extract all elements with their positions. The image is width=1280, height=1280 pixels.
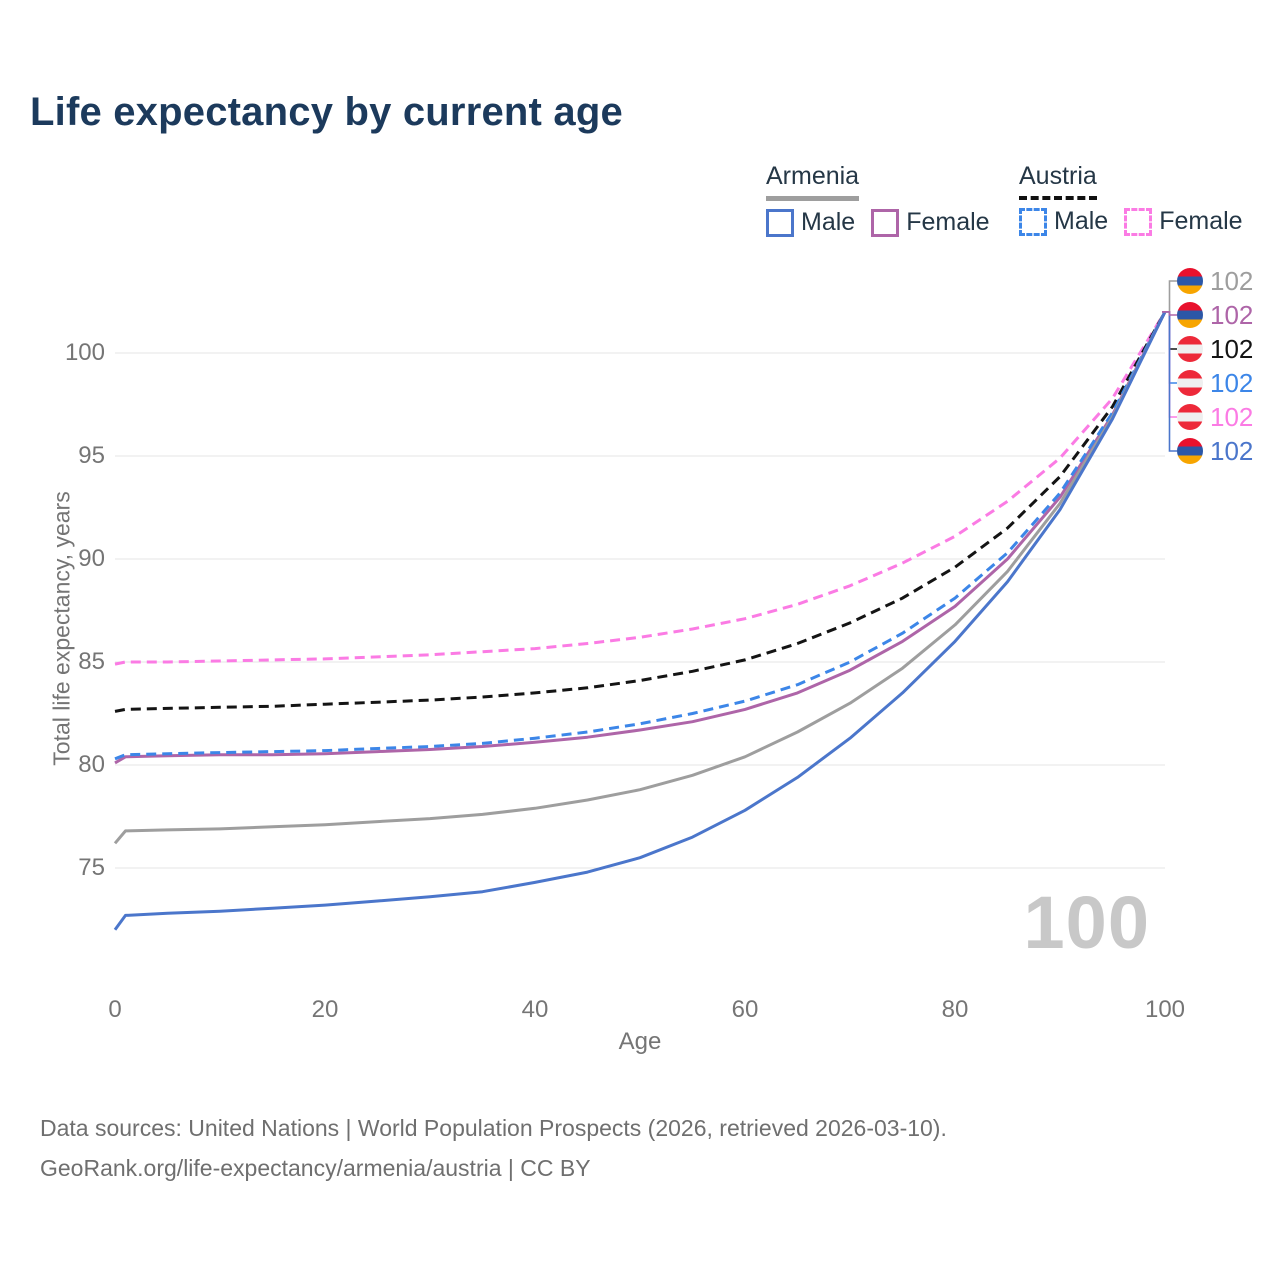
end-value: 102 <box>1210 368 1254 398</box>
legend-swatch-austria-female-icon <box>1124 207 1153 236</box>
end-value: 102 <box>1210 266 1254 296</box>
armenia-flag-icon <box>1177 438 1203 464</box>
armenia-flag-icon <box>1177 302 1203 328</box>
legend-label: Female <box>906 208 990 236</box>
end-value: 102 <box>1210 334 1254 364</box>
x-axis-title: Age <box>618 1028 662 1055</box>
footer-data-sources: Data sources: United Nations | World Pop… <box>40 1115 947 1141</box>
x-tick-100: 100 <box>1144 996 1186 1023</box>
y-tick-100: 100 <box>64 339 105 366</box>
legend-label: Male <box>1054 207 1109 235</box>
legend-group-armenia: Armenia Male Female <box>766 162 990 237</box>
legend-header-austria[interactable]: Austria <box>1019 162 1097 200</box>
end-label-armenia-both-sexes: 102 <box>1177 264 1253 298</box>
x-tick-80: 80 <box>941 996 969 1023</box>
end-value: 102 <box>1210 300 1254 330</box>
x-tick-60: 60 <box>731 996 759 1023</box>
legend-label: Female <box>1159 207 1243 235</box>
legend-swatch-armenia-female-icon <box>871 208 900 237</box>
austria-flag-icon <box>1177 404 1203 430</box>
austria-flag-icon <box>1177 336 1203 362</box>
legend-swatch-austria-male-icon <box>1019 207 1047 236</box>
y-tick-80: 80 <box>78 751 105 778</box>
end-label-austria-male: 102 <box>1177 366 1253 400</box>
austria-flag-icon <box>1177 370 1203 396</box>
armenia-flag-icon <box>1177 268 1203 294</box>
legend-header-armenia[interactable]: Armenia <box>766 162 860 201</box>
end-label-austria-both-sexes: 102 <box>1177 332 1253 366</box>
end-value: 102 <box>1210 436 1254 466</box>
series-line-austria-male <box>114 311 1167 761</box>
leader-line-armenia-female <box>1162 311 1177 316</box>
series-line-armenia-female <box>114 311 1167 765</box>
footer-link-license: GeoRank.org/life-expectancy/armenia/aust… <box>40 1155 591 1181</box>
footer: Data sources: United Nations | World Pop… <box>40 1108 947 1188</box>
y-tick-90: 90 <box>78 545 105 572</box>
age-watermark: 100 <box>1023 881 1150 964</box>
end-label-armenia-male: 102 <box>1177 434 1253 468</box>
x-tick-20: 20 <box>311 996 339 1023</box>
end-label-austria-female: 102 <box>1177 400 1253 434</box>
legend-items-armenia: Male Female <box>766 208 990 237</box>
legend-group-austria: Austria Male Female <box>1019 162 1243 236</box>
end-label-armenia-female: 102 <box>1177 298 1253 332</box>
x-tick-40: 40 <box>521 996 549 1023</box>
legend-label: Male <box>801 208 856 236</box>
legend-item-armenia-male[interactable]: Male <box>766 208 855 237</box>
series-line-austria-female <box>114 311 1167 666</box>
y-axis-title: Total life expectancy, years <box>48 491 75 766</box>
legend-item-austria-male[interactable]: Male <box>1019 207 1108 236</box>
series-line-austria-both-sexes <box>114 311 1167 713</box>
leader-line-armenia-male <box>1162 311 1177 452</box>
x-tick-0: 0 <box>108 996 122 1023</box>
legend-items-austria: Male Female <box>1019 207 1243 236</box>
page-title: Life expectancy by current age <box>30 90 623 134</box>
series-line-armenia-both-sexes <box>113 311 1167 845</box>
series-end-labels: 102 102 102 102 102 102 <box>1177 264 1253 468</box>
legend-swatch-armenia-male-icon <box>766 208 794 237</box>
series-line-armenia-male <box>113 311 1167 931</box>
legend-item-austria-female[interactable]: Female <box>1124 207 1243 236</box>
legend-item-armenia-female[interactable]: Female <box>871 208 990 237</box>
y-tick-95: 95 <box>78 442 105 469</box>
end-value: 102 <box>1210 402 1254 432</box>
leader-line-armenia-both-sexes <box>1162 280 1177 313</box>
y-tick-75: 75 <box>78 854 105 881</box>
y-tick-85: 85 <box>78 648 105 675</box>
